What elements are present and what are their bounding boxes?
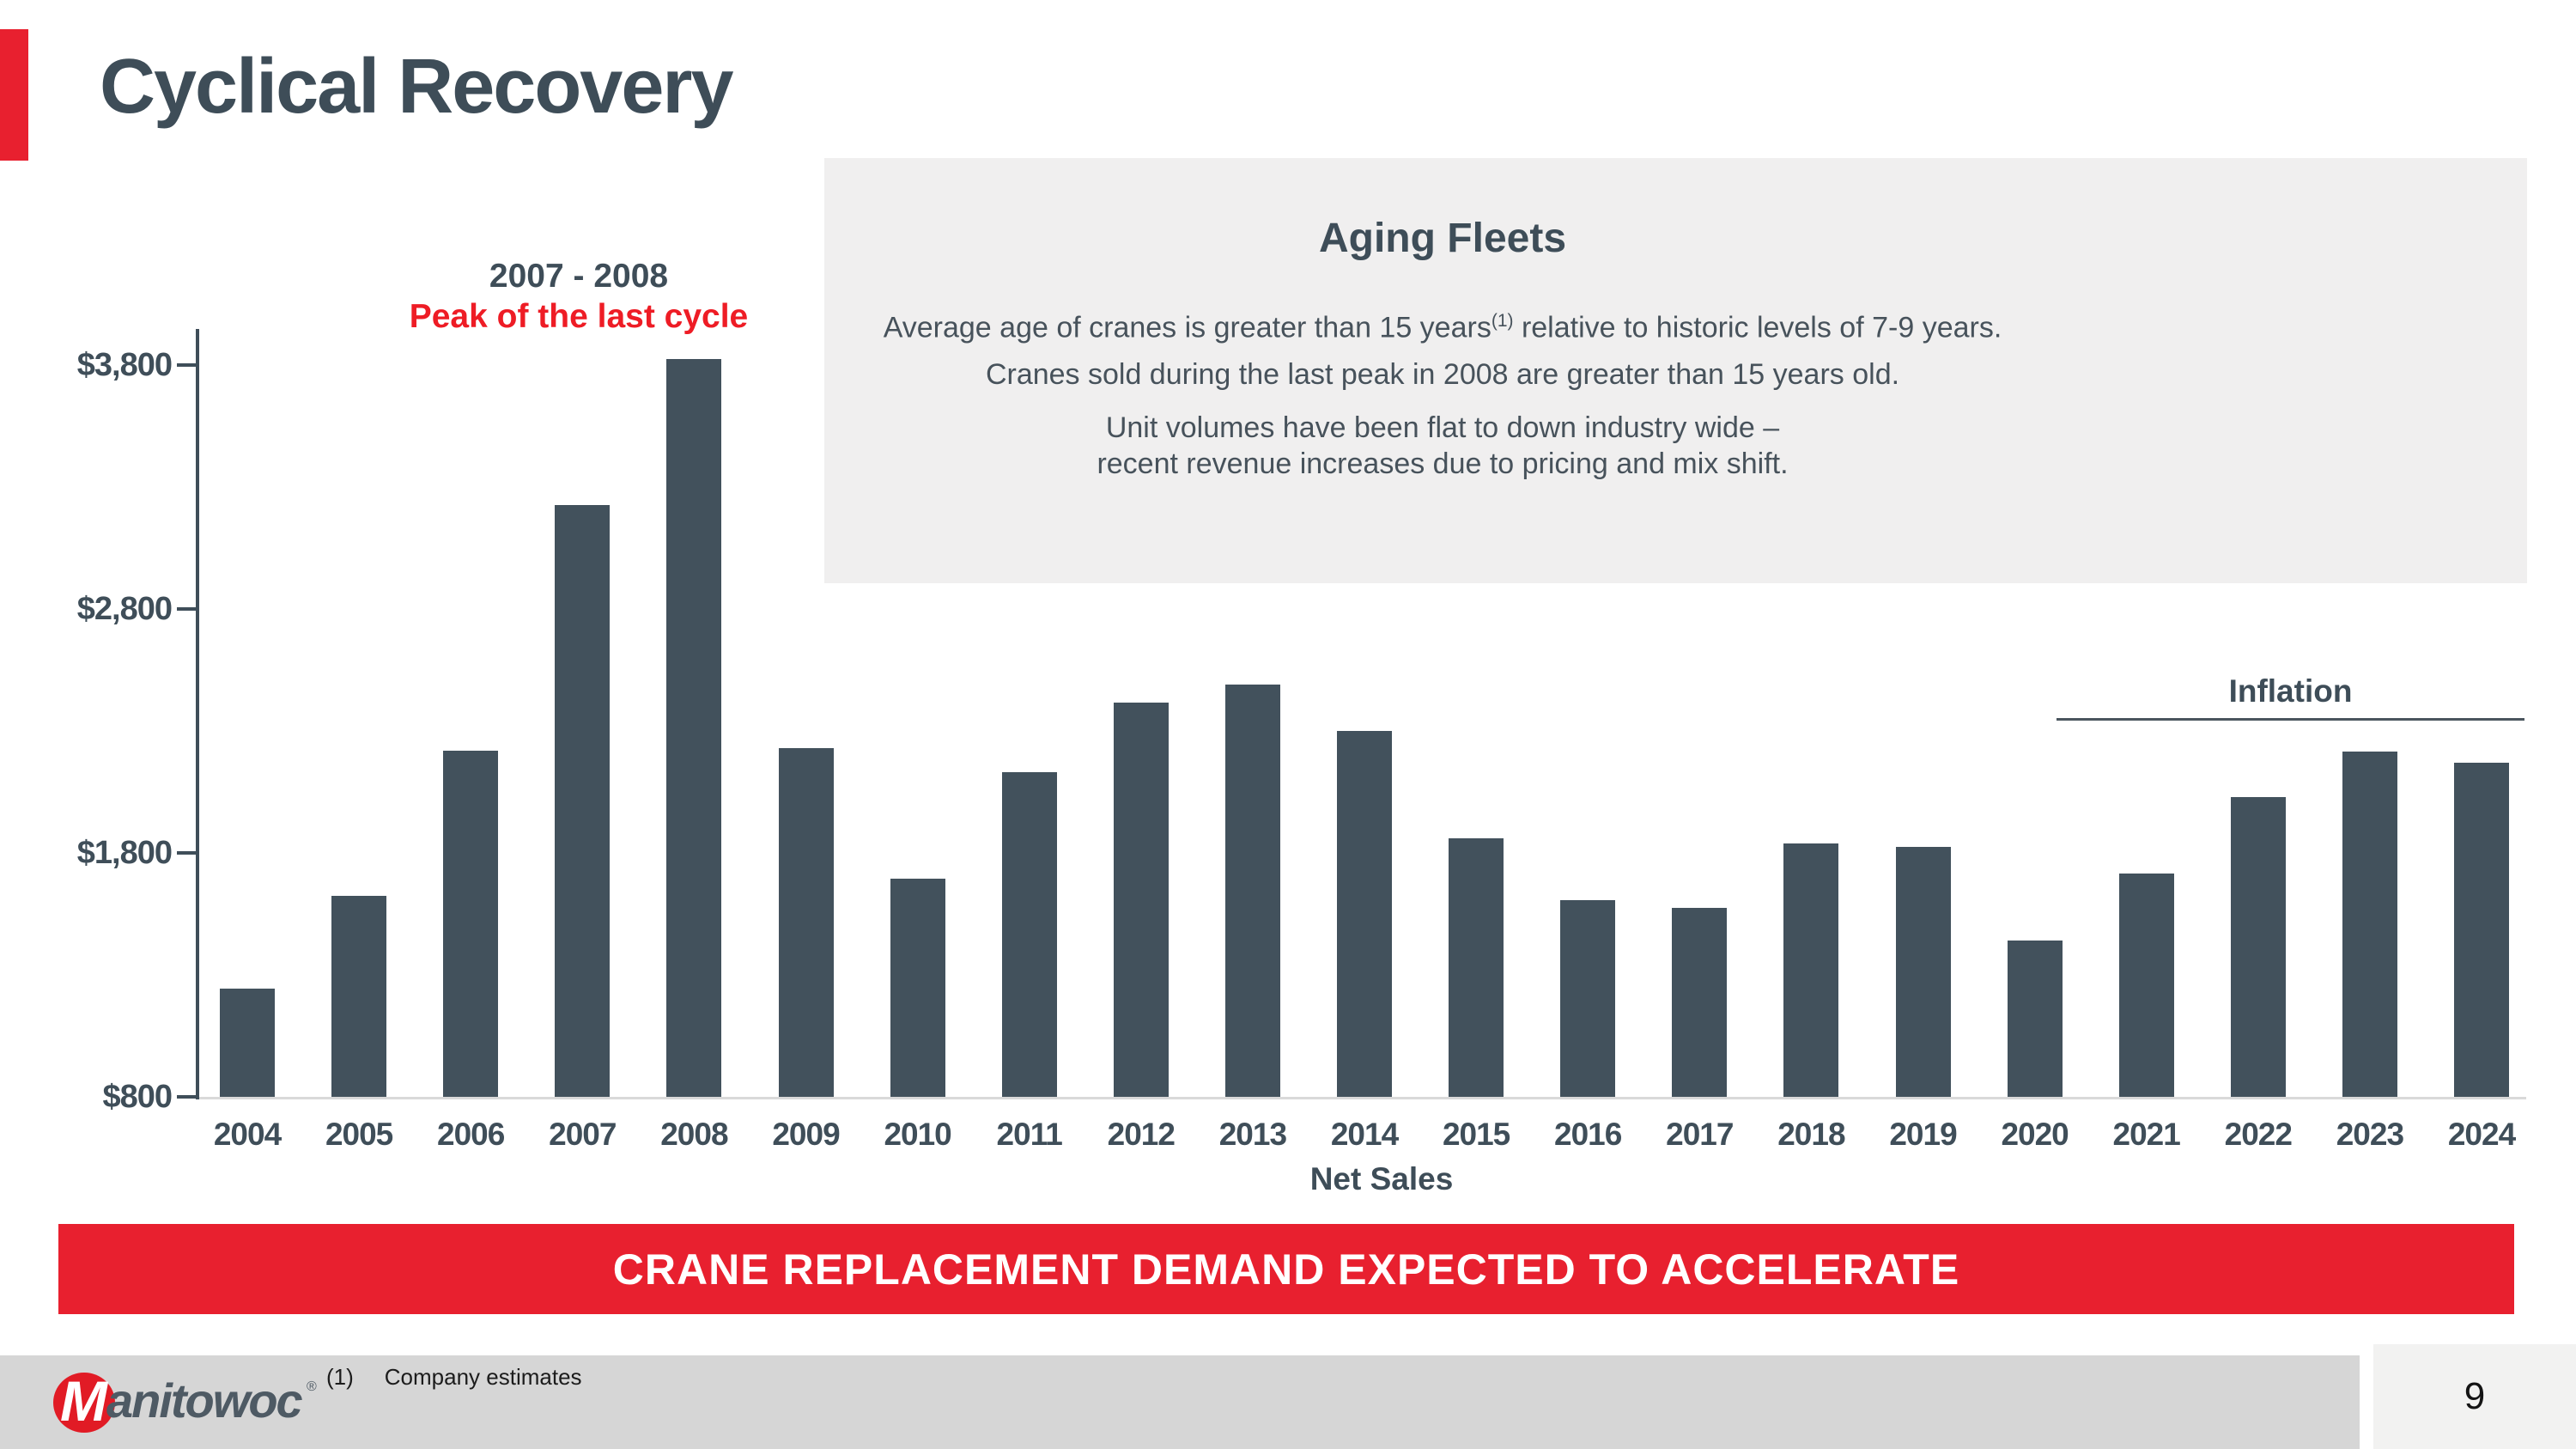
x-axis-label-2015: 2015 [1442, 1117, 1510, 1152]
red-accent-bar [0, 29, 28, 161]
x-axis-label-2023: 2023 [2336, 1117, 2404, 1152]
bar-2010 [890, 878, 945, 1097]
x-axis-label-2016: 2016 [1554, 1117, 1622, 1152]
bar-2005 [331, 895, 387, 1097]
aging-fleets-para3-line1: Unit volumes have been flat to down indu… [1105, 411, 1780, 444]
logo-red-circle [53, 1373, 115, 1433]
footer-bar [0, 1355, 2360, 1449]
footnote-marker: (1) [326, 1364, 354, 1390]
bar-2015 [1449, 837, 1504, 1097]
peak-annotation: 2007 - 2008 Peak of the last cycle [373, 256, 785, 337]
bar-2019 [1895, 846, 1951, 1097]
aging-fleets-para1: Average age of cranes is greater than 15… [824, 304, 2061, 344]
bar-2017 [1672, 907, 1728, 1097]
banner-message: CRANE REPLACEMENT DEMAND EXPECTED TO ACC… [58, 1224, 2514, 1314]
x-axis-label-2022: 2022 [2224, 1117, 2293, 1152]
bar-2023 [2342, 752, 2397, 1097]
x-axis-label-2018: 2018 [1777, 1117, 1845, 1152]
registered-trademark-icon: ® [307, 1379, 317, 1394]
peak-annotation-caption: Peak of the last cycle [409, 298, 749, 335]
y-axis-tick-label: $1,800 [76, 835, 173, 871]
x-axis-label-2020: 2020 [2001, 1117, 2069, 1152]
bar-2022 [2230, 796, 2286, 1097]
y-axis-tick-label: $800 [102, 1079, 173, 1115]
x-axis-label-2005: 2005 [325, 1117, 393, 1152]
bar-2009 [778, 747, 834, 1097]
manitowoc-logo: M anitowoc ® [53, 1367, 337, 1445]
bar-2021 [2118, 874, 2174, 1097]
page-number-box: 9 [2373, 1344, 2576, 1449]
x-axis-title: Net Sales [1309, 1161, 1454, 1196]
x-axis-label-2013: 2013 [1218, 1117, 1287, 1152]
bar-2004 [220, 988, 275, 1097]
x-axis-label-2014: 2014 [1330, 1117, 1399, 1152]
aging-fleets-text: Aging Fleets Average age of cranes is gr… [824, 158, 2061, 583]
y-axis-tick [177, 363, 199, 367]
bar-2013 [1224, 685, 1280, 1097]
x-axis-label-2021: 2021 [2112, 1117, 2181, 1152]
bar-2011 [1001, 772, 1057, 1097]
x-axis-label-2004: 2004 [213, 1117, 282, 1152]
aging-fleets-panel: Aging Fleets Average age of cranes is gr… [824, 158, 2527, 583]
bar-2024 [2454, 762, 2509, 1097]
page-number: 9 [2464, 1375, 2486, 1417]
x-axis-label-2010: 2010 [884, 1117, 951, 1152]
footnote-text: Company estimates [384, 1364, 582, 1390]
y-axis-line [196, 329, 199, 1099]
inflation-bracket-label: Inflation [2057, 673, 2524, 721]
bar-2014 [1337, 731, 1392, 1097]
x-axis-label-2024: 2024 [2447, 1117, 2516, 1152]
aging-fleets-para2: Cranes sold during the last peak in 2008… [985, 358, 1900, 391]
aging-fleets-title: Aging Fleets [1318, 216, 1567, 261]
x-axis-label-2009: 2009 [772, 1117, 840, 1152]
y-axis-tick [177, 607, 199, 611]
x-axis-label-2019: 2019 [1889, 1117, 1957, 1152]
x-axis-label-2007: 2007 [549, 1117, 617, 1152]
bar-2018 [1783, 843, 1839, 1097]
y-axis-tick-label: $3,800 [76, 347, 173, 383]
bar-2016 [1560, 900, 1616, 1097]
x-axis-label-2008: 2008 [660, 1117, 728, 1152]
x-axis-label-2011: 2011 [996, 1117, 1063, 1152]
bar-2007 [555, 505, 611, 1097]
para1-text: Average age of cranes is greater than 15… [883, 311, 1492, 344]
y-axis-tick [177, 851, 199, 855]
y-axis-tick [177, 1095, 199, 1099]
y-axis-tick-label: $2,800 [76, 591, 173, 627]
x-axis-label-2017: 2017 [1666, 1117, 1734, 1152]
para1-text-tail: relative to historic levels of 7-9 years… [1513, 311, 2002, 344]
bar-2020 [2007, 941, 2063, 1097]
x-axis-label-2012: 2012 [1107, 1117, 1176, 1152]
bar-2006 [443, 750, 499, 1097]
page-title: Cyclical Recovery [100, 44, 733, 130]
footnote-ref-superscript: (1) [1491, 311, 1514, 331]
bar-2012 [1113, 703, 1169, 1097]
logo-wordmark: anitowoc [106, 1373, 303, 1428]
x-axis-label-2006: 2006 [437, 1117, 505, 1152]
x-axis-baseline [199, 1097, 2526, 1099]
peak-annotation-years: 2007 - 2008 [489, 258, 669, 295]
bar-2008 [666, 358, 722, 1097]
logo-mark: M [60, 1369, 107, 1433]
aging-fleets-para3-line2: recent revenue increases due to pricing … [1097, 447, 1789, 480]
footnote: (1) Company estimates [326, 1364, 582, 1391]
